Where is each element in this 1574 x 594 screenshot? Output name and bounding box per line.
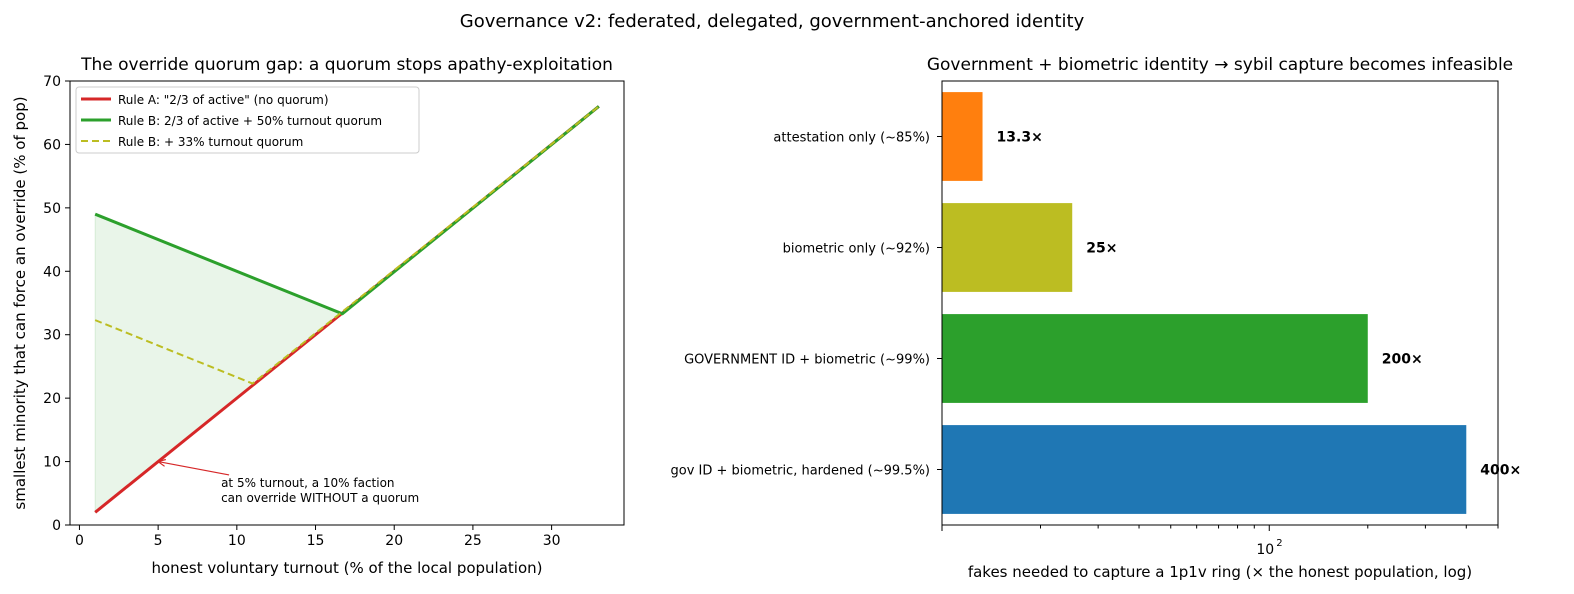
bar-chart-panel: Government + biometric identity → sybil … <box>670 55 1521 581</box>
legend-label-rule-b: Rule B: 2/3 of active + 50% turnout quor… <box>118 114 382 128</box>
bar-value-label: 400× <box>1480 463 1521 479</box>
legend-label-rule-b-33: Rule B: + 33% turnout quorum <box>118 135 303 149</box>
x-tick-label: 20 <box>385 533 403 549</box>
series-line-2 <box>94 105 600 385</box>
line-chart-frame <box>69 80 625 526</box>
log-tick-exponent: 2 <box>1276 538 1282 549</box>
bar-value-label: 13.3× <box>997 130 1043 146</box>
y-tick-label: 70 <box>43 74 61 90</box>
line-chart-legend: Rule A: "2/3 of active" (no quorum) Rule… <box>75 86 420 154</box>
x-tick-label: 10 <box>228 533 246 549</box>
bar-group: 13.3× 25× 200× 400× <box>942 92 1521 514</box>
x-tick-label: 0 <box>75 533 84 549</box>
annotation-line-2: can override WITHOUT a quorum <box>221 491 419 505</box>
x-tick-label: 25 <box>464 533 482 549</box>
y-tick-label: 50 <box>43 201 61 217</box>
y-tick-label: 10 <box>43 455 61 471</box>
line-series-group <box>94 105 600 514</box>
line-chart-xlabel: honest voluntary turnout (% of the local… <box>151 559 542 577</box>
bar-1 <box>942 203 1073 292</box>
bar-value-label: 25× <box>1086 241 1117 257</box>
category-label: gov ID + biometric, hardened (~99.5%) <box>670 464 930 479</box>
annotation-text: at 5% turnout, a 10% faction can overrid… <box>221 476 419 505</box>
y-tick-label: 30 <box>43 328 61 344</box>
annotation-line-1: at 5% turnout, a 10% faction <box>221 476 394 490</box>
bar-0 <box>942 92 983 181</box>
category-label: attestation only (~85%) <box>773 131 930 146</box>
annotation-arrowhead <box>156 458 167 467</box>
legend-label-rule-a: Rule A: "2/3 of active" (no quorum) <box>118 93 329 107</box>
bar-2 <box>942 314 1368 403</box>
y-tick-label: 40 <box>43 264 61 280</box>
legend-box <box>75 86 420 154</box>
bar-3 <box>942 425 1467 514</box>
bar-value-label: 200× <box>1382 352 1423 368</box>
y-axis-ticks: 0 10 20 30 40 50 60 70 <box>43 74 70 534</box>
annotation-arrow <box>158 460 230 476</box>
x-axis-ticks: 0 5 10 15 20 25 30 <box>75 525 561 549</box>
x-tick-label: 15 <box>307 533 325 549</box>
bar-chart-xlabel: fakes needed to capture a 1p1v ring (× t… <box>968 563 1472 581</box>
category-labels: attestation only (~85%) biometric only (~… <box>670 131 942 479</box>
log-axis-ticks: 10 2 <box>941 525 1499 558</box>
bar-chart-frame <box>941 80 1499 526</box>
quorum-gap-fill <box>94 213 344 514</box>
series-line-1 <box>94 105 600 316</box>
y-tick-label: 0 <box>52 518 61 534</box>
line-chart-ylabel: smallest minority that can force an over… <box>11 96 29 509</box>
y-tick-label: 20 <box>43 391 61 407</box>
line-chart-title: The override quorum gap: a quorum stops … <box>80 55 613 75</box>
bar-chart-title: Government + biometric identity → sybil … <box>927 55 1513 75</box>
quorum-gap-region <box>94 213 344 514</box>
x-tick-label: 5 <box>154 533 163 549</box>
category-label: GOVERNMENT ID + biometric (~99%) <box>684 353 930 368</box>
category-label: biometric only (~92%) <box>783 242 930 257</box>
figure-title: Governance v2: federated, delegated, gov… <box>460 11 1085 32</box>
x-tick-label: 30 <box>543 533 561 549</box>
line-chart-panel: The override quorum gap: a quorum stops … <box>11 55 625 577</box>
annotation: at 5% turnout, a 10% faction can overrid… <box>156 458 419 505</box>
y-tick-label: 60 <box>43 137 61 153</box>
log-tick-label: 10 <box>1256 542 1274 558</box>
